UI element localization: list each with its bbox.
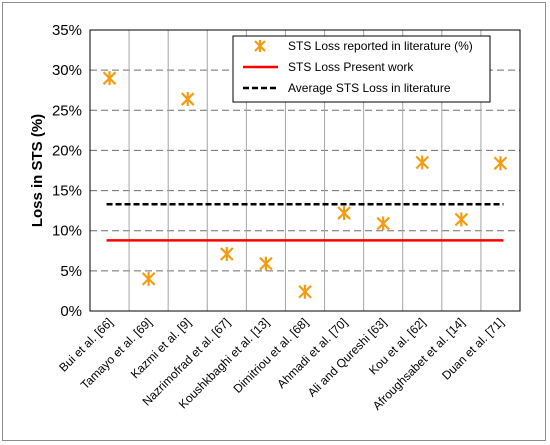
- data-points: [102, 71, 508, 299]
- legend-label: Average STS Loss in literature: [288, 81, 451, 95]
- y-tick-label: 0%: [60, 303, 82, 320]
- legend-label: STS Loss Present work: [288, 60, 414, 74]
- legend-marker-literature: [254, 40, 266, 52]
- legend: STS Loss reported in literature (%) STS L…: [232, 35, 491, 103]
- x-category-label: Ahmadi et al. [70]: [274, 315, 350, 391]
- legend-label: STS Loss reported in literature (%): [288, 39, 473, 53]
- y-tick-label: 15%: [52, 183, 82, 200]
- y-tick-label: 5%: [60, 263, 82, 280]
- y-tick-label: 20%: [52, 142, 82, 159]
- chart-svg: 0% 5% 10% 15% 20% 25% 30% 35% Bui et al. [66]Ta…: [29, 22, 521, 413]
- y-tick-labels: 0% 5% 10% 15% 20% 25% 30% 35%: [52, 22, 82, 320]
- y-axis-label: Loss in STS (%): [29, 114, 46, 227]
- data-point: [298, 284, 312, 299]
- y-tick-label: 35%: [52, 22, 82, 39]
- data-point: [220, 246, 234, 261]
- plot-area-border: [89, 29, 521, 312]
- data-point: [493, 156, 508, 171]
- data-point: [141, 271, 156, 286]
- data-point: [337, 206, 351, 221]
- data-point: [259, 256, 273, 271]
- y-tick-label: 30%: [52, 62, 82, 79]
- y-tick-label: 25%: [52, 102, 82, 119]
- data-point: [180, 92, 195, 107]
- x-category-labels: Bui et al. [66]Tamayo et al. [69]Kazmi e…: [56, 315, 506, 413]
- data-point: [415, 155, 430, 170]
- y-tick-label: 10%: [52, 223, 82, 240]
- chart-frame: 0% 5% 10% 15% 20% 25% 30% 35% Bui et al. [66] Ta…: [2, 2, 546, 441]
- data-point: [376, 216, 390, 231]
- x-category-label: Tamayo et al. [69]: [78, 315, 155, 392]
- legend-box: [232, 35, 491, 103]
- data-point: [102, 71, 117, 86]
- data-point: [454, 212, 469, 227]
- reference-lines: [106, 202, 504, 242]
